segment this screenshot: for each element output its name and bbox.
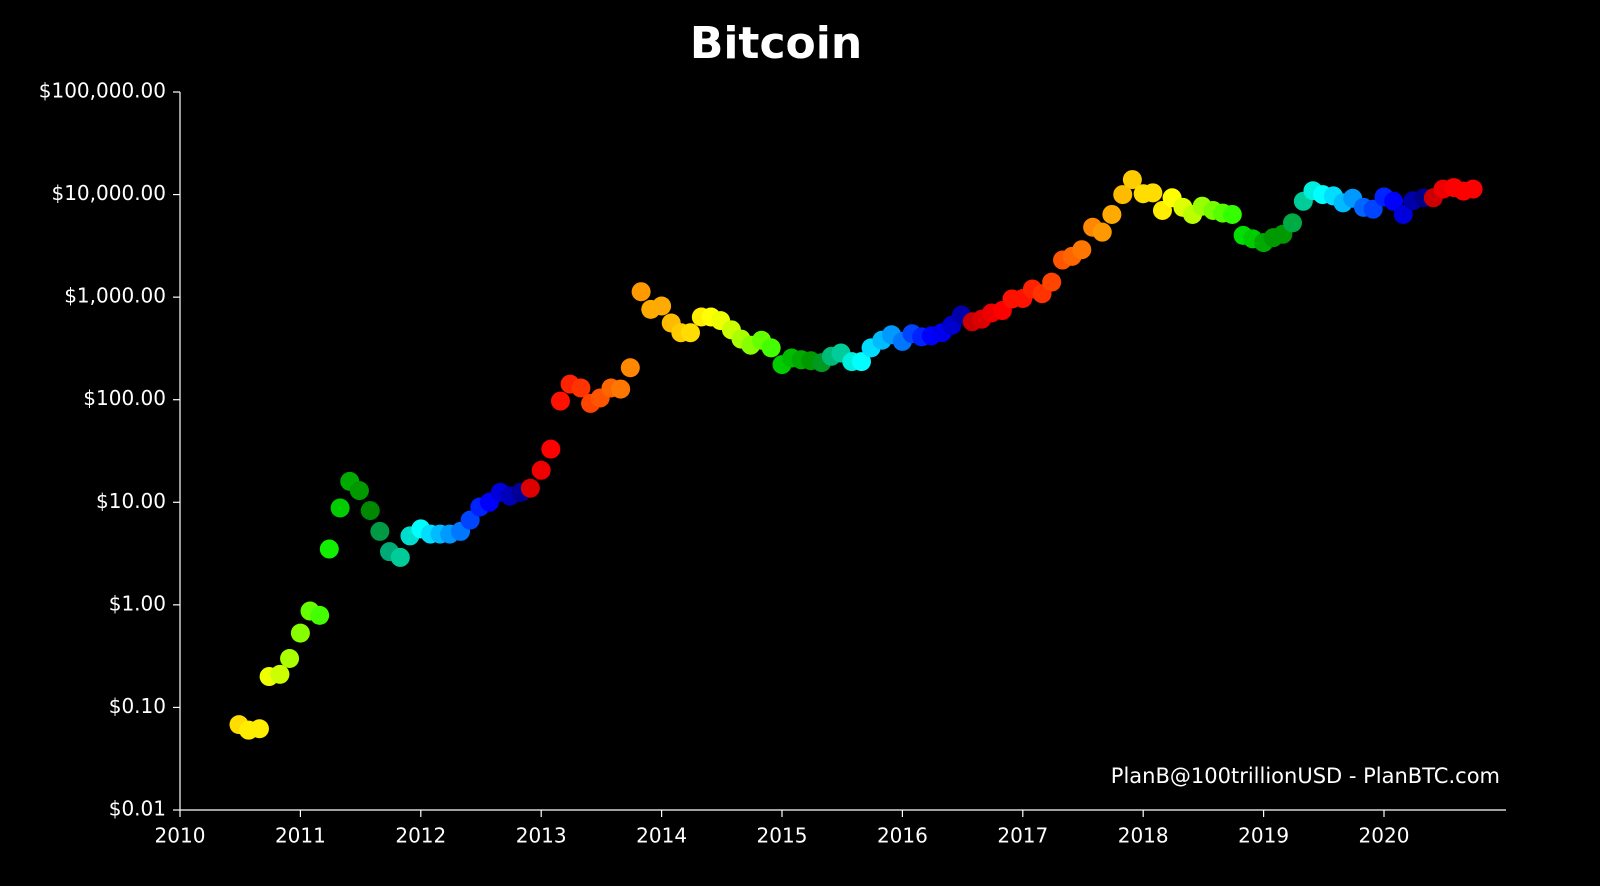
x-tick-label: 2019 <box>1238 824 1289 848</box>
x-tick-label: 2013 <box>516 824 567 848</box>
point <box>1463 179 1483 199</box>
point <box>1042 272 1062 292</box>
point <box>1384 191 1404 211</box>
y-tick-label: $10.00 <box>96 489 166 513</box>
point <box>270 664 290 684</box>
point <box>1282 213 1302 233</box>
point <box>541 439 561 459</box>
point <box>520 478 540 498</box>
point <box>319 539 339 559</box>
point <box>620 358 640 378</box>
annotation: PlanB@100trillionUSD - PlanBTC.com <box>1111 764 1500 788</box>
point <box>571 378 591 398</box>
point <box>531 460 551 480</box>
point <box>360 501 380 521</box>
point <box>249 719 269 739</box>
point <box>290 623 310 643</box>
point <box>631 282 651 302</box>
y-tick-label: $10,000.00 <box>51 181 166 205</box>
point <box>1072 240 1092 260</box>
point <box>1222 204 1242 224</box>
point <box>1143 183 1163 203</box>
point <box>851 352 871 372</box>
x-tick-label: 2012 <box>395 824 446 848</box>
point <box>310 605 330 625</box>
point <box>1092 222 1112 242</box>
x-tick-label: 2011 <box>275 824 326 848</box>
point <box>680 323 700 343</box>
point <box>1393 204 1413 224</box>
point <box>370 521 390 541</box>
point <box>611 379 631 399</box>
point <box>1113 185 1133 205</box>
y-tick-label: $1,000.00 <box>64 284 166 308</box>
point <box>460 510 480 530</box>
point <box>761 338 781 358</box>
point <box>1102 204 1122 224</box>
chart-title: Bitcoin <box>690 18 862 69</box>
x-tick-label: 2016 <box>877 824 928 848</box>
x-tick-label: 2015 <box>757 824 808 848</box>
x-tick-label: 2020 <box>1359 824 1410 848</box>
x-tick-label: 2017 <box>997 824 1048 848</box>
y-tick-label: $100,000.00 <box>39 79 166 103</box>
point <box>1363 199 1383 219</box>
y-tick-label: $0.10 <box>109 694 166 718</box>
point <box>1122 170 1142 190</box>
x-tick-label: 2018 <box>1118 824 1169 848</box>
x-tick-label: 2014 <box>636 824 687 848</box>
y-tick-label: $1.00 <box>109 591 166 615</box>
point <box>280 648 300 668</box>
point <box>550 391 570 411</box>
y-tick-label: $100.00 <box>83 386 166 410</box>
point <box>390 547 410 567</box>
point <box>330 498 350 518</box>
y-tick-label: $0.01 <box>109 797 166 821</box>
point <box>652 296 672 316</box>
point <box>349 481 369 501</box>
x-tick-label: 2010 <box>155 824 206 848</box>
